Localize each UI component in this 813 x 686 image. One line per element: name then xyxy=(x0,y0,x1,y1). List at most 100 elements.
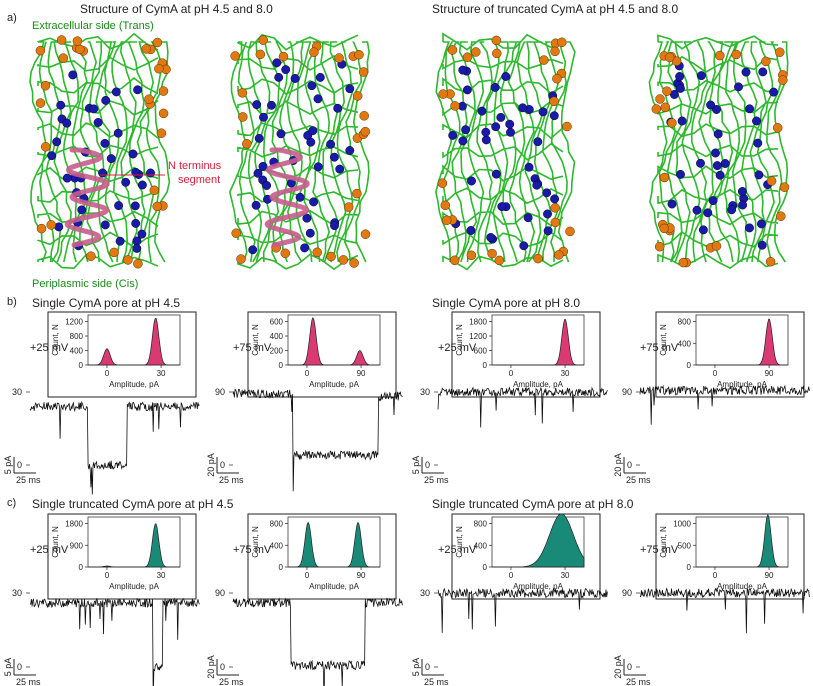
histogram-area xyxy=(288,521,380,568)
trace-y-tick-label: 30 xyxy=(420,387,430,397)
residue-ball-blue xyxy=(758,67,768,77)
residue-ball-blue xyxy=(307,81,317,91)
residue-ball-orange xyxy=(326,251,336,262)
histogram-y-tick-label: 900 xyxy=(70,541,84,550)
residue-ball-blue xyxy=(696,158,705,168)
residue-ball-blue xyxy=(300,243,310,253)
residue-ball-orange xyxy=(550,217,561,228)
residue-ball-orange xyxy=(440,200,451,211)
histogram-x-tick-label: 0 xyxy=(509,571,514,580)
histogram-y-tick-label: 600 xyxy=(474,347,488,356)
residue-ball-blue xyxy=(345,84,355,94)
residue-ball-orange xyxy=(35,45,46,56)
histogram-y-label: Count, N xyxy=(455,324,464,356)
histogram-plot-area xyxy=(287,314,381,366)
residue-ball-blue xyxy=(306,137,316,147)
residue-ball-orange xyxy=(492,48,502,59)
residue-ball-blue xyxy=(706,100,716,110)
residue-ball-orange xyxy=(230,51,240,61)
residue-ball-blue xyxy=(490,82,500,92)
residue-ball-orange xyxy=(659,172,670,183)
residue-ball-orange xyxy=(334,53,344,63)
histogram-x-tick-label: 30 xyxy=(157,571,166,580)
residue-ball-blue xyxy=(101,95,111,105)
nterm-label-line2: segment xyxy=(178,174,221,186)
trace-y-tick-label: 0 xyxy=(627,662,632,672)
residue-ball-blue xyxy=(481,127,491,137)
residue-ball-blue xyxy=(676,169,685,179)
residue-ball-orange xyxy=(238,112,248,122)
histogram-y-tick-label: 400 xyxy=(474,541,488,550)
histogram-y-label: Count, N xyxy=(455,526,464,558)
residue-ball-blue xyxy=(675,83,685,93)
histogram-area xyxy=(492,513,585,568)
panel-a-title-right: Structure of truncated CymA at pH 4.5 an… xyxy=(432,2,679,16)
residue-ball-orange xyxy=(312,247,322,258)
residue-ball-blue xyxy=(111,87,121,97)
residue-ball-blue xyxy=(703,208,713,218)
voltage-label: +75 mV xyxy=(233,544,272,556)
trace-y-tick-label: 30 xyxy=(12,588,22,598)
histogram-x-tick-label: 30 xyxy=(561,571,570,580)
voltage-label: +75 mV xyxy=(640,544,679,556)
residue-ball-blue xyxy=(549,111,559,121)
residue-ball-blue xyxy=(501,72,511,81)
scale-bar-current-label: 20 pA xyxy=(206,655,216,679)
barrel-structure-2 xyxy=(228,34,371,271)
histogram-x-tick-label: 0 xyxy=(105,571,110,580)
residue-ball-blue xyxy=(538,107,548,117)
histogram-x-tick-label: 0 xyxy=(105,369,110,378)
residue-ball-orange xyxy=(772,123,783,133)
residue-ball-blue xyxy=(302,213,312,223)
residue-ball-orange xyxy=(144,94,154,104)
histogram-c2: 0 400 800 0 90 Amplitude, pA Count, N+75 mV xyxy=(233,513,397,600)
trace-line xyxy=(232,388,403,492)
panel-a-label: a) xyxy=(7,12,17,24)
trace-y-tick-label: 0 xyxy=(425,662,430,672)
residue-ball-blue xyxy=(326,139,336,149)
residue-ball-orange xyxy=(360,229,371,239)
histogram-y-tick-label: 0 xyxy=(483,563,488,572)
residue-ball-blue xyxy=(309,197,319,207)
histogram-y-tick-label: 400 xyxy=(678,339,692,348)
trace-y-tick-label: 90 xyxy=(215,387,225,397)
residue-ball-blue xyxy=(305,228,315,238)
histogram-c1: 0 900 1800 0 30 Amplitude, pA Count, N+25 mV xyxy=(30,513,197,600)
histogram-area xyxy=(88,317,180,366)
histogram-c3: 0 400 800 0 30 Amplitude, pA Count, N+25 mV xyxy=(438,513,601,600)
histogram-y-label: Count, N xyxy=(251,324,260,356)
residue-ball-blue xyxy=(741,67,751,77)
cis-label: Periplasmic side (Cis) xyxy=(32,278,139,290)
histogram-y-tick-label: 800 xyxy=(270,520,284,529)
residue-ball-orange xyxy=(36,223,47,234)
histogram-y-tick-label: 200 xyxy=(270,347,284,356)
histogram-y-tick-label: 600 xyxy=(270,318,284,327)
residue-ball-blue xyxy=(698,225,708,235)
histogram-x-label: Amplitude, pA xyxy=(717,582,767,591)
panel-b-label: b) xyxy=(7,296,17,308)
residue-ball-blue xyxy=(281,65,291,75)
trans-label: Extracellular side (Trans) xyxy=(32,20,154,32)
histogram-y-tick-label: 400 xyxy=(70,347,84,356)
residue-ball-orange xyxy=(237,88,248,98)
scale-bar-current-label: 20 pA xyxy=(613,453,623,477)
residue-ball-orange xyxy=(255,49,266,60)
residue-ball-orange xyxy=(731,49,741,60)
histogram-y-tick-label: 800 xyxy=(474,520,488,529)
histogram-y-tick-label: 0 xyxy=(687,563,692,572)
histogram-x-tick-label: 90 xyxy=(357,571,366,580)
histogram-x-label: Amplitude, pA xyxy=(513,582,563,591)
residue-ball-blue xyxy=(251,200,261,210)
residue-ball-blue xyxy=(254,133,264,143)
histogram-area xyxy=(492,318,584,366)
residue-ball-orange xyxy=(158,86,169,96)
residue-ball-orange xyxy=(449,255,460,266)
residue-ball-blue xyxy=(477,106,487,116)
residue-ball-blue xyxy=(462,85,472,95)
panel-b-title-right: Single CymA pore at pH 8.0 xyxy=(432,296,581,310)
histogram-y-tick-label: 0 xyxy=(687,361,692,370)
